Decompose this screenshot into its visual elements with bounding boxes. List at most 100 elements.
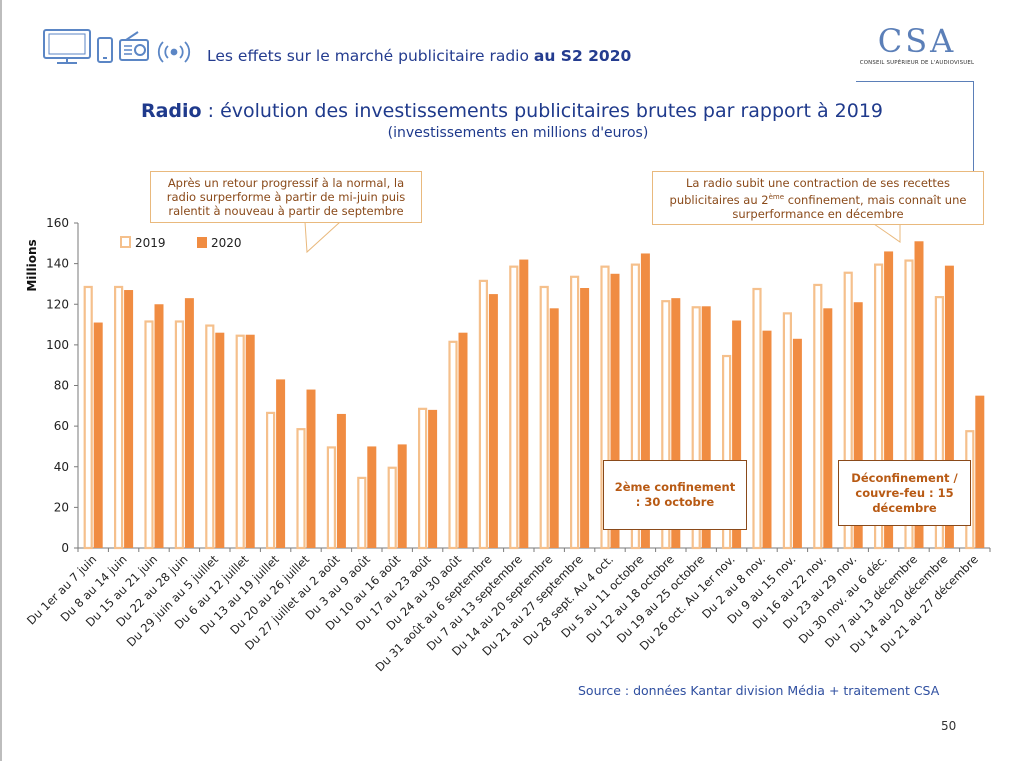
annotation-line: Déconfinement / (851, 470, 958, 485)
bar-2020 (944, 265, 954, 548)
bar-2020 (519, 259, 529, 548)
bar-2020 (458, 332, 468, 548)
bar-2020 (488, 294, 498, 548)
bar-2019 (721, 354, 732, 550)
chart-title: Radio : évolution des investissements pu… (0, 100, 1024, 122)
header-title-bold: au S2 2020 (533, 47, 632, 65)
bar-2020 (610, 273, 620, 548)
bar-2019 (813, 283, 823, 550)
bar-2019 (296, 428, 306, 550)
chart-subtitle: (investissements en millions d'euros) (387, 125, 649, 141)
callout-right-text-1: La radio subit une contraction de ses re… (669, 176, 951, 207)
bar-2020 (640, 253, 650, 548)
bar-2019 (782, 312, 793, 550)
bar-2019 (418, 407, 428, 550)
bar-2020 (245, 334, 255, 548)
y-tick-label: 40 (54, 460, 69, 474)
callout-right: La radio subit une contraction de ses re… (652, 171, 984, 225)
bar-2020 (762, 330, 772, 548)
smartphone-icon (97, 37, 113, 63)
bar-2019 (144, 320, 154, 550)
y-tick-label: 120 (46, 297, 69, 311)
bar-2019 (752, 287, 762, 550)
source-note: Source : données Kantar division Média +… (578, 683, 940, 698)
y-tick-label: 160 (46, 216, 69, 230)
callout-right-superscript: ème (768, 193, 785, 201)
bar-2019 (478, 279, 488, 550)
header-title: Les effets sur le marché publicitaire ra… (207, 47, 631, 65)
page-frame-edge (0, 0, 2, 761)
annotation-line: couvre-feu : 15 (855, 485, 954, 500)
legend-label: 2020 (211, 236, 242, 250)
bar-2020 (549, 308, 559, 548)
bar-2020 (336, 413, 346, 548)
bar-2019 (904, 259, 914, 550)
bar-2020 (823, 308, 833, 548)
bar-2020 (580, 288, 590, 548)
bar-2020 (93, 322, 103, 548)
bar-2020 (124, 290, 134, 548)
header-title-main: Les effets sur le marché publicitaire ra… (207, 47, 534, 65)
page-number: 50 (941, 719, 957, 733)
callout-left: Après un retour progressif à la normal, … (150, 171, 422, 223)
bar-2019 (357, 476, 367, 550)
bar-2020 (884, 251, 894, 548)
bar-2019 (205, 324, 215, 550)
chart-title-bold: Radio (140, 100, 202, 122)
bar-2020 (914, 241, 924, 548)
bar-2019 (691, 306, 701, 550)
bar-2019 (569, 275, 580, 550)
y-tick-label: 0 (61, 541, 69, 555)
legend-swatch-2019 (120, 236, 131, 248)
bar-2019 (448, 340, 458, 550)
callout-right-text-2: confinement, mais connaît une surperform… (732, 192, 967, 221)
bar-2019 (235, 334, 245, 550)
bar-2020 (428, 409, 438, 548)
bar-2019 (600, 265, 610, 550)
bar-2020 (215, 332, 225, 548)
chart-title-rest: : évolution des investissements publicit… (201, 100, 884, 122)
bar-2020 (367, 446, 377, 548)
bar-2020 (276, 379, 286, 548)
bar-2020 (732, 320, 742, 548)
bar-2019 (509, 265, 519, 550)
bar-2020 (184, 298, 194, 548)
decorative-line (973, 81, 974, 171)
y-tick-label: 140 (46, 257, 69, 271)
callout-left-tail (304, 221, 342, 254)
bar-2019 (873, 263, 884, 550)
bar-2019 (174, 320, 184, 550)
annotation-line: décembre (872, 500, 937, 515)
media-icons-group (43, 29, 191, 64)
tv-icon (43, 29, 91, 64)
bar-2019 (387, 466, 397, 550)
bar-2020 (701, 306, 711, 548)
legend-swatch-2020 (197, 237, 207, 248)
bar-2020 (792, 338, 802, 548)
csa-logo-mark: CSA (877, 22, 957, 60)
bar-2020 (397, 444, 407, 548)
bar-2019 (326, 446, 336, 550)
y-tick-label: 80 (54, 379, 69, 393)
bar-2019 (661, 300, 671, 550)
csa-logo-subtitle: CONSEIL SUPÉRIEUR DE L'AUDIOVISUEL (859, 60, 975, 66)
broadcast-waves-icon (157, 41, 191, 63)
bar-2019 (83, 285, 93, 550)
annotation-line: 2ème confinement (614, 480, 736, 494)
bar-2019 (934, 296, 945, 550)
bar-2020 (853, 302, 863, 548)
y-tick-label: 60 (54, 419, 69, 433)
bar-2019 (630, 263, 641, 550)
bar-2019 (539, 285, 549, 550)
annotation-line: : 30 octobre (635, 495, 715, 509)
y-axis-label: Millions (25, 239, 39, 291)
csa-logo: CSA CONSEIL SUPÉRIEUR DE L'AUDIOVISUEL (852, 24, 982, 78)
bar-2020 (671, 298, 681, 548)
y-tick-label: 100 (46, 338, 69, 352)
annotation-deconfinement: Déconfinement / couvre-feu : 15 décembre (838, 460, 971, 526)
bar-2020 (154, 304, 164, 548)
decorative-line (856, 81, 974, 82)
callout-right-tail (872, 223, 901, 243)
bar-2020 (975, 395, 985, 548)
